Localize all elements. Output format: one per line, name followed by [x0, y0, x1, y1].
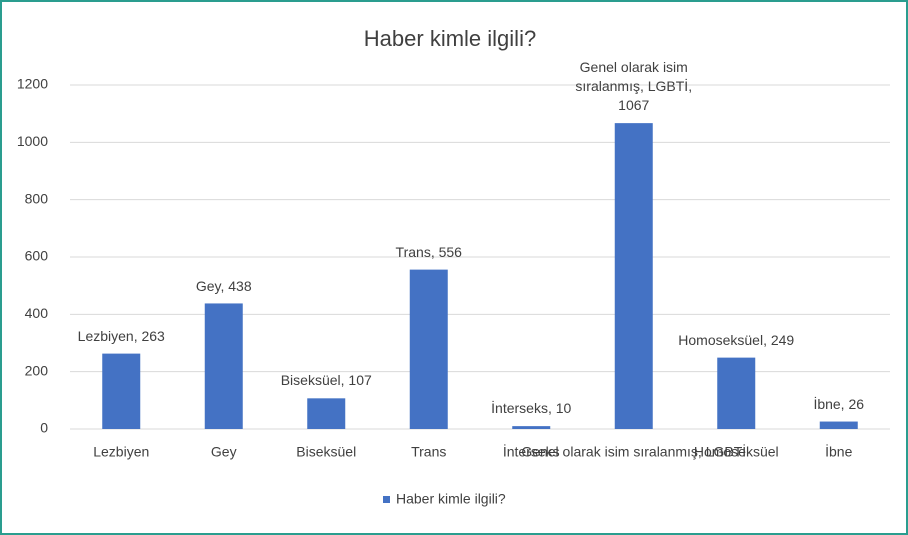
x-tick-label: Gey — [211, 444, 237, 460]
x-tick-label: İbne — [825, 443, 852, 460]
bar — [717, 357, 756, 429]
data-label-box: Homoseksüel, 249 — [678, 331, 795, 348]
bar — [409, 269, 448, 429]
chart-title: Haber kimle ilgili? — [364, 26, 536, 51]
bar — [819, 421, 858, 429]
bar — [512, 426, 551, 429]
data-label-box: Gey, 438 — [195, 277, 252, 294]
data-label-box: Trans, 556 — [395, 243, 462, 260]
data-label-box: İbne, 26 — [813, 395, 865, 412]
bar — [204, 303, 243, 429]
bar — [102, 353, 141, 429]
y-tick-label: 200 — [25, 362, 49, 378]
x-tick-label: Trans — [411, 444, 446, 460]
data-label-box: İnterseks, 10 — [491, 400, 572, 417]
y-tick-label: 0 — [40, 420, 48, 436]
data-label: Genel olarak isim sıralanmış, LGBTİ, 106… — [575, 59, 693, 114]
x-tick-label: Biseksüel — [296, 444, 356, 460]
x-tick-label: Genel olarak isim sıralanmış, LGBTİ — [521, 443, 746, 460]
data-label-box: Genel olarak isim sıralanmış, LGBTİ, 106… — [575, 59, 693, 114]
y-tick-label: 800 — [25, 190, 49, 206]
data-label: Lezbiyen, 263 — [77, 327, 165, 344]
data-label: İnterseks, 10 — [491, 400, 572, 417]
legend-label: Haber kimle ilgili? — [396, 491, 506, 507]
data-label: Trans, 556 — [395, 243, 462, 260]
data-label-box: Biseksüel, 107 — [280, 372, 372, 389]
legend-swatch — [383, 496, 390, 503]
data-label: Gey, 438 — [195, 277, 252, 294]
x-tick-label: Lezbiyen — [93, 444, 149, 460]
data-label-box: Lezbiyen, 263 — [77, 327, 165, 344]
y-tick-label: 600 — [25, 248, 49, 264]
data-label: İbne, 26 — [813, 395, 865, 412]
y-tick-label: 1000 — [17, 133, 48, 149]
bar — [614, 123, 653, 430]
y-tick-label: 1200 — [17, 76, 48, 92]
data-label: Homoseksüel, 249 — [678, 331, 795, 348]
x-tick-label: İnterseks — [503, 443, 560, 460]
data-label: Biseksüel, 107 — [280, 372, 372, 389]
bar — [307, 398, 346, 429]
y-tick-label: 400 — [25, 305, 49, 321]
x-tick-label: Homoseksüel — [694, 444, 779, 460]
